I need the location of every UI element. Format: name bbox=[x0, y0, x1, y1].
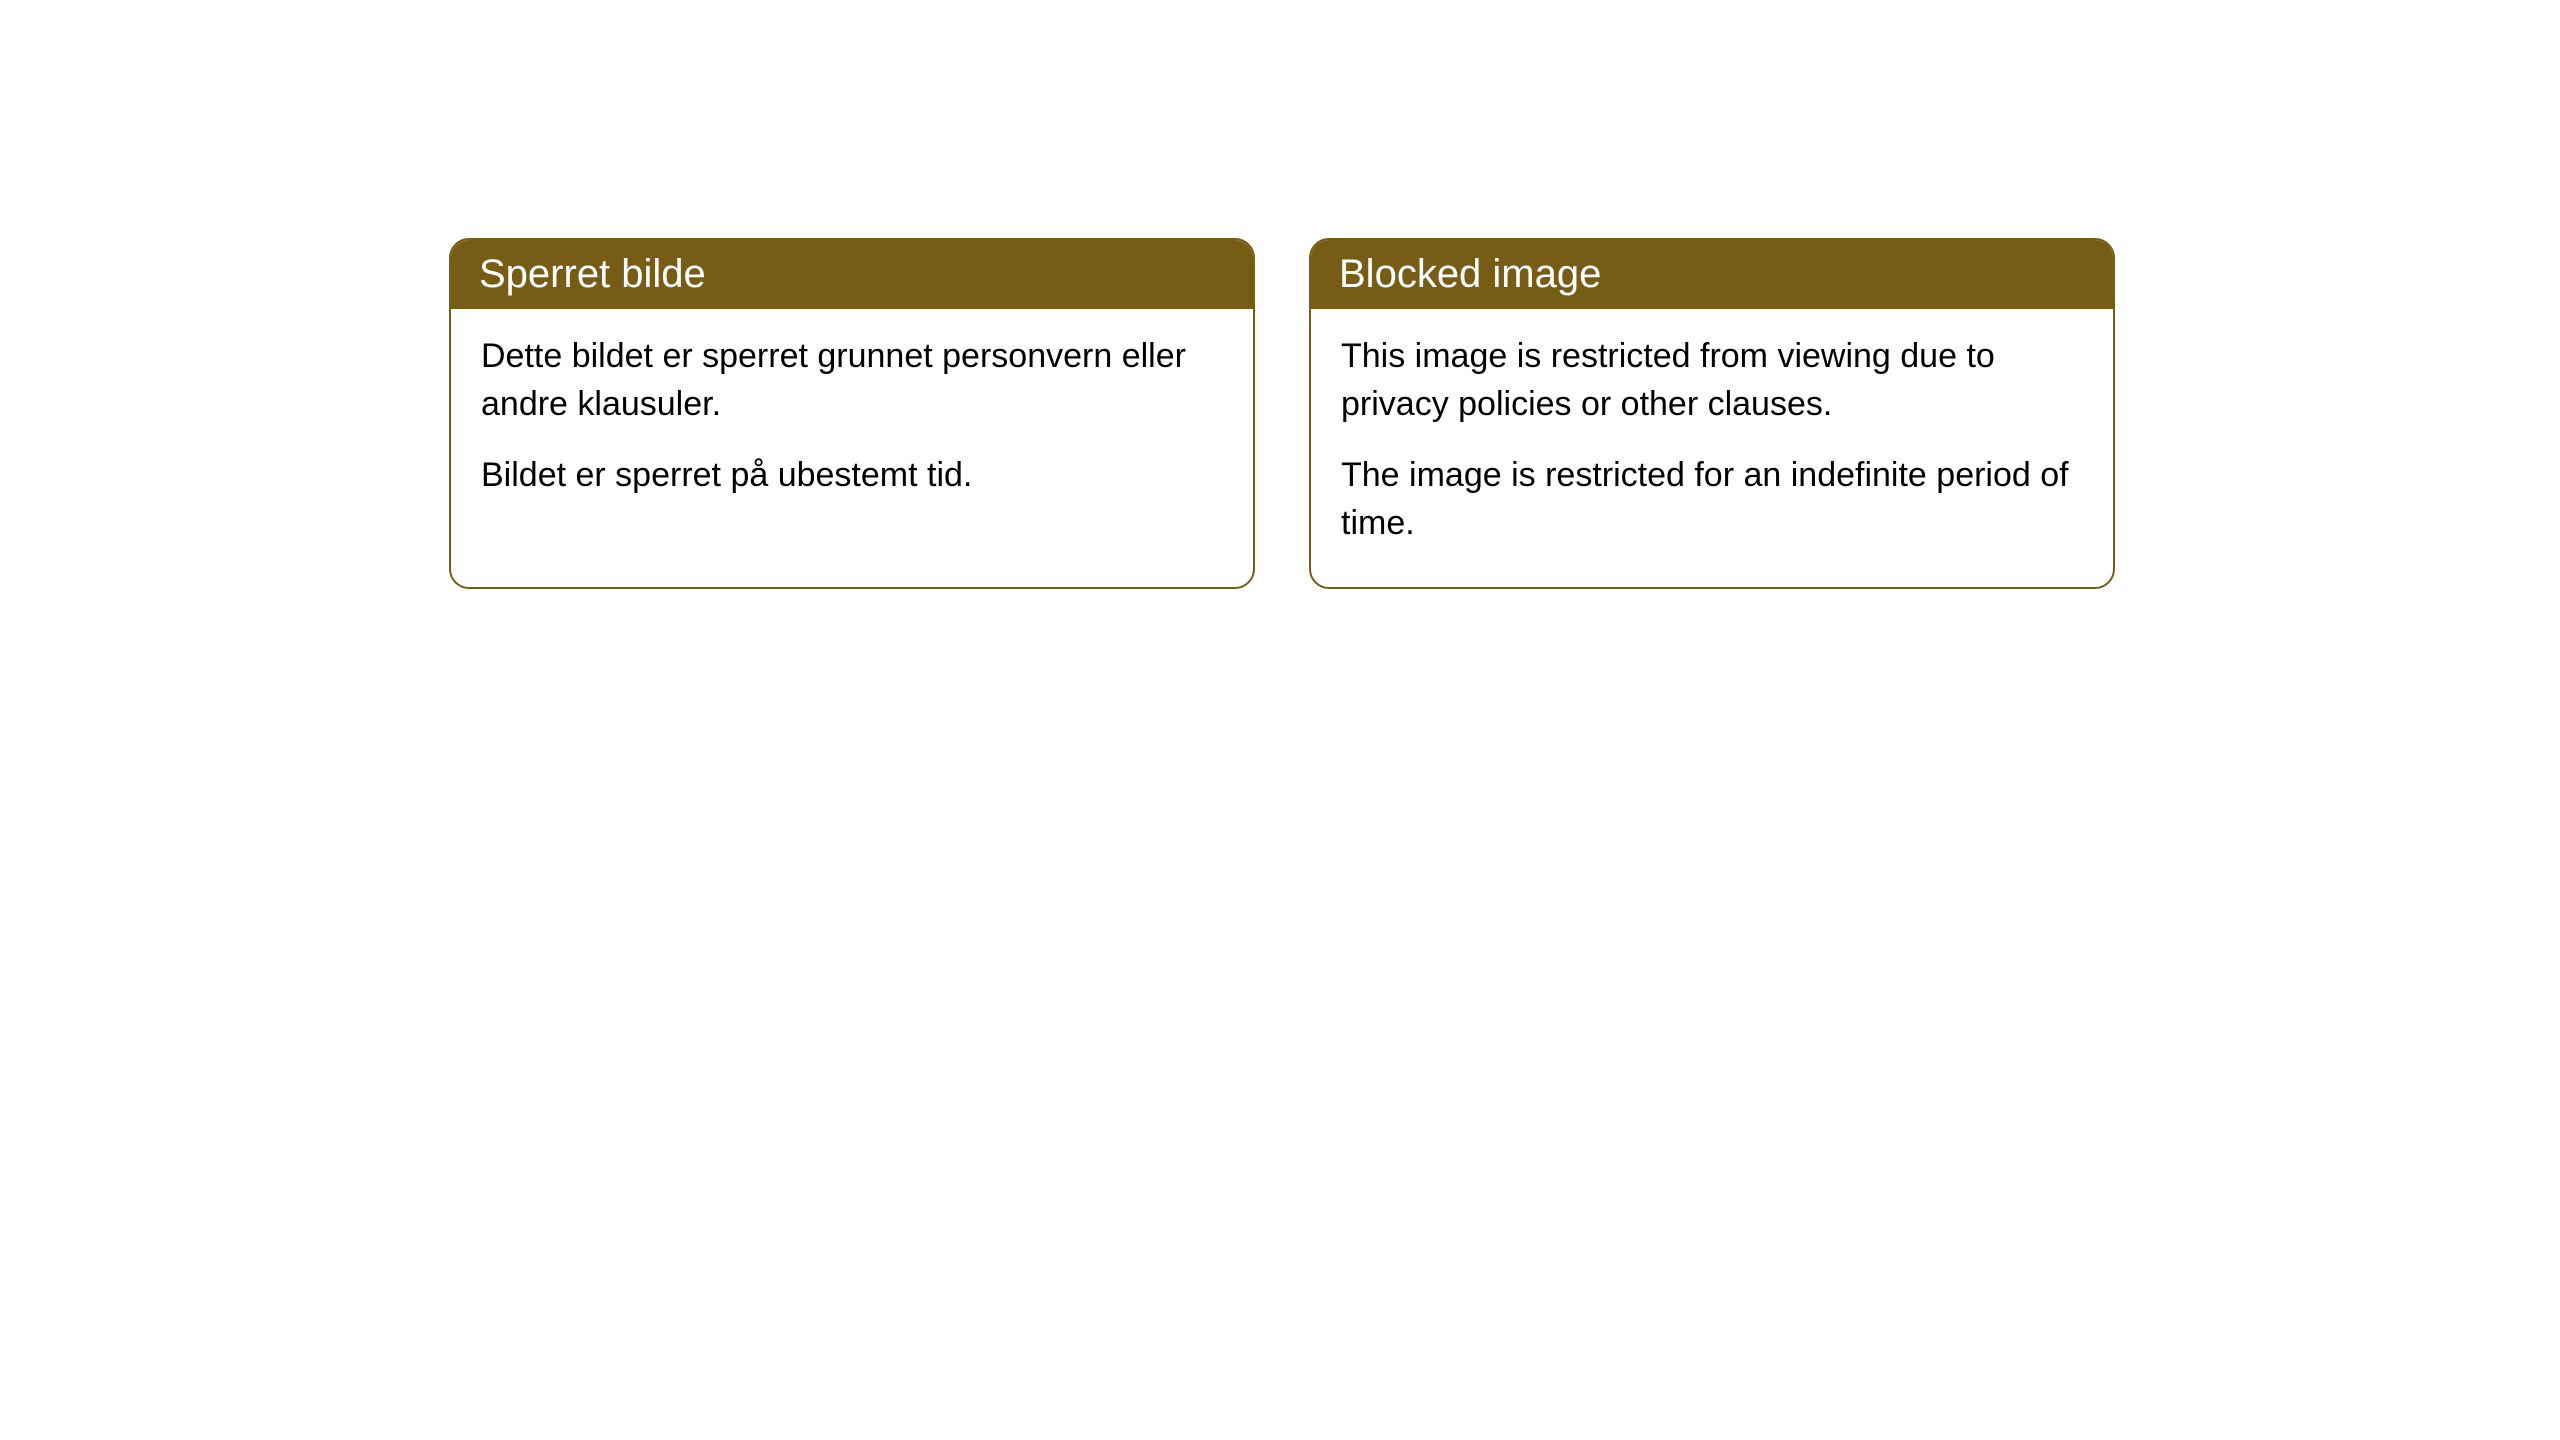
card-body: Dette bildet er sperret grunnet personve… bbox=[451, 309, 1253, 540]
card-paragraph-1: Dette bildet er sperret grunnet personve… bbox=[481, 333, 1223, 428]
card-body: This image is restricted from viewing du… bbox=[1311, 309, 2113, 587]
card-title: Blocked image bbox=[1339, 252, 1601, 296]
card-header: Sperret bilde bbox=[451, 240, 1253, 309]
card-paragraph-2: The image is restricted for an indefinit… bbox=[1341, 452, 2083, 547]
card-title: Sperret bilde bbox=[479, 252, 706, 296]
card-paragraph-1: This image is restricted from viewing du… bbox=[1341, 333, 2083, 428]
card-header: Blocked image bbox=[1311, 240, 2113, 309]
blocked-image-card-english: Blocked image This image is restricted f… bbox=[1309, 238, 2115, 589]
card-paragraph-2: Bildet er sperret på ubestemt tid. bbox=[481, 452, 1223, 500]
blocked-image-card-norwegian: Sperret bilde Dette bildet er sperret gr… bbox=[449, 238, 1255, 589]
card-container: Sperret bilde Dette bildet er sperret gr… bbox=[0, 0, 2560, 589]
